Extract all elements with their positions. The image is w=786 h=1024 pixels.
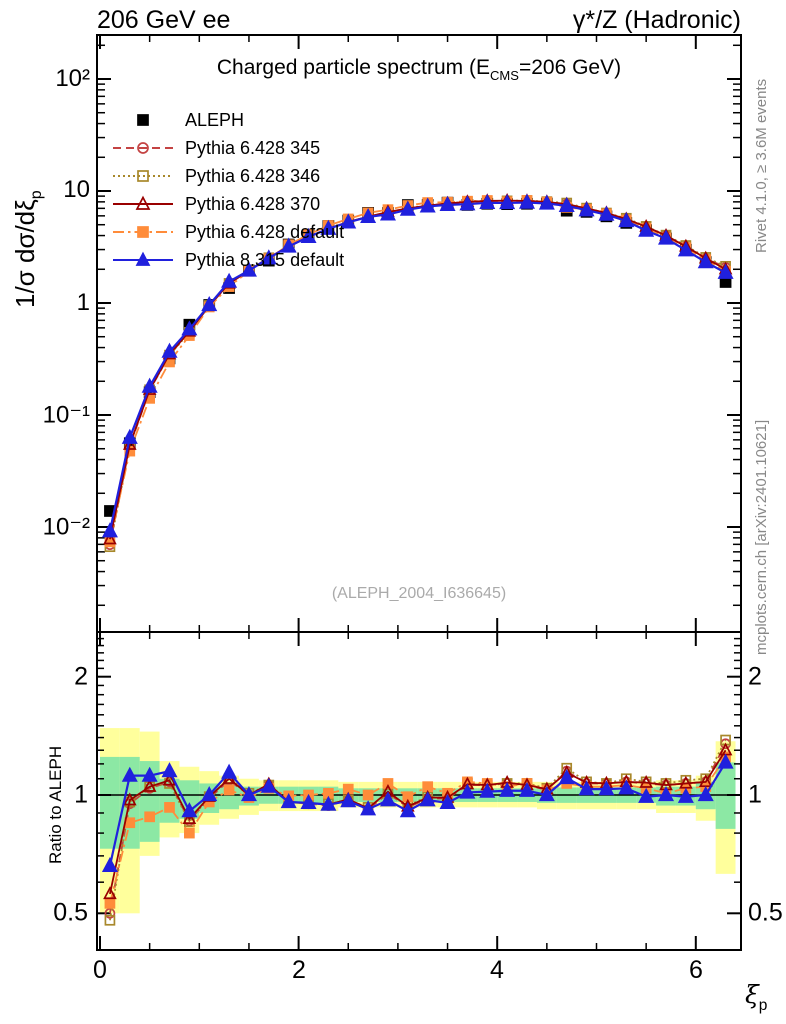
x-tick-4: 4: [490, 956, 504, 984]
x-tick-2: 2: [292, 956, 306, 984]
ratio-y-tick-right-2: 2: [748, 662, 762, 691]
header-process: γ*/Z (Hadronic): [572, 6, 741, 34]
ratio-y-tick-right-1: 1: [748, 780, 762, 809]
main-y-tick-0p01: 10⁻²: [42, 513, 90, 541]
ratio-y-tick-left-2: 2: [74, 662, 88, 691]
legend-label-pythia6-345: Pythia 6.428 345: [185, 137, 321, 158]
legend-swatch-pythia6-default-icon: [113, 226, 173, 238]
ratio-y-tick-left-1: 1: [74, 780, 88, 809]
x-tick-6: 6: [689, 956, 703, 984]
rivet-version-note: Rivet 4.1.0, ≥ 3.6M events: [753, 78, 770, 253]
legend-swatch-pythia6-345-icon: [113, 142, 173, 154]
legend-row-pythia6-346: Pythia 6.428 346: [111, 162, 344, 190]
x-axis-title-base: ξ: [745, 980, 759, 1009]
legend-row-pythia6-370: Pythia 6.428 370: [111, 190, 344, 218]
legend-row-pythia8-default: Pythia 8.315 default: [111, 246, 344, 274]
legend-label-pythia6-346: Pythia 6.428 346: [185, 165, 321, 186]
legend-label-pythia6-default: Pythia 6.428 default: [185, 221, 345, 242]
legend-swatch-pythia6-346-icon: [113, 170, 173, 182]
legend-label-pythia8-default: Pythia 8.315 default: [185, 249, 345, 270]
plot-title-pre: Charged particle spectrum (E: [216, 56, 491, 79]
plot-title-sub: CMS: [490, 67, 519, 83]
x-axis-title-sub: p: [758, 996, 768, 1014]
legend-swatch-aleph-icon: [137, 114, 149, 126]
x-axis-title: ξp: [745, 980, 767, 1014]
main-y-tick-10: 10: [63, 176, 90, 203]
main-y-tick-100: 10²: [55, 65, 90, 92]
legend-label-aleph: ALEPH: [185, 109, 245, 130]
main-y-tick-1: 1: [76, 289, 90, 316]
mcplots-arxiv-note: mcplots.cern.ch [arXiv:2401.10621]: [753, 419, 770, 655]
legend-row-aleph: ALEPH: [111, 106, 344, 134]
plot-title-post: =206 GeV): [518, 56, 622, 79]
ratio-y-tick-right-0p5: 0.5: [748, 898, 783, 927]
main-y-tick-0p1: 10⁻¹: [42, 401, 90, 429]
plot-title: Charged particle spectrum (ECMS=206 GeV): [97, 56, 741, 83]
legend-row-pythia6-default: Pythia 6.428 default: [111, 218, 344, 246]
legend-label-pythia6-370: Pythia 6.428 370: [185, 193, 321, 214]
legend-row-pythia6-345: Pythia 6.428 345: [111, 134, 344, 162]
ratio-y-tick-left-0p5: 0.5: [53, 898, 88, 927]
legend-swatch-pythia6-370-icon: [113, 195, 173, 210]
analysis-id-watermark: (ALEPH_2004_I636645): [331, 585, 507, 602]
legend: ALEPH Pythia 6.428 345 Pythia 6.428 346 …: [111, 106, 344, 274]
legend-swatch-pythia8-default-icon: [113, 251, 173, 266]
header-beam-energy: 206 GeV ee: [97, 6, 231, 34]
x-tick-0: 0: [93, 956, 107, 984]
